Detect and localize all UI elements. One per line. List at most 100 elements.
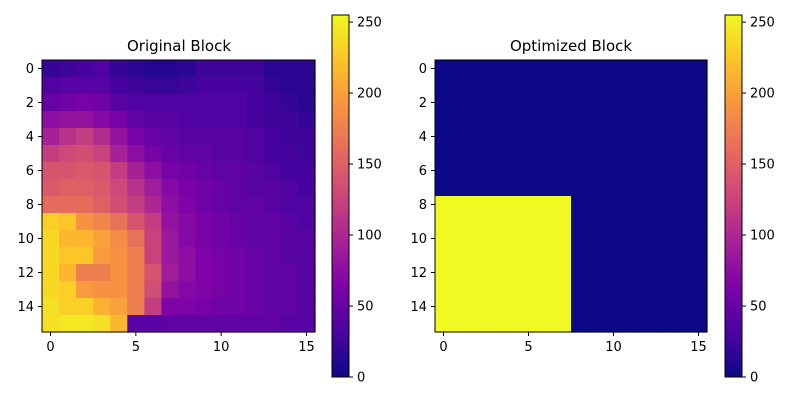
heatmap-cell-r12-c4 — [110, 264, 128, 282]
heatmap-cell-r5-c12 — [246, 145, 265, 163]
heatmap-cell-r0-c7 — [161, 60, 180, 78]
heatmap-cell-r1-c1 — [59, 77, 77, 95]
heatmap-cell-r3-c10 — [212, 111, 231, 129]
heatmap-cell-r0-c11 — [229, 60, 248, 78]
heatmap-cell-r12-c10 — [212, 264, 231, 282]
heatmap-cell-r7-c7 — [161, 179, 180, 197]
heatmap-cell-r7-c6 — [144, 179, 163, 197]
heatmap-cell-r15-c7 — [554, 315, 572, 333]
heatmap-cell-r1-c6 — [144, 77, 163, 95]
heatmap-cell-r2-c15 — [690, 94, 708, 112]
heatmap-cell-r8-c0 — [435, 196, 453, 214]
heatmap-cell-r15-c5 — [127, 315, 145, 333]
heatmap-cell-r4-c4 — [110, 128, 128, 146]
heatmap-cell-r8-c9 — [588, 196, 606, 214]
heatmap-cell-r15-c2 — [76, 315, 94, 333]
heatmap-cell-r14-c6 — [144, 298, 163, 316]
heatmap-cell-r8-c0 — [42, 196, 60, 214]
heatmap-cell-r1-c4 — [110, 77, 128, 95]
heatmap-cell-r15-c13 — [263, 315, 282, 333]
heatmap-cell-r7-c15 — [690, 179, 708, 197]
heatmap-cell-r10-c5 — [127, 230, 145, 248]
heatmap-cell-r13-c15 — [297, 281, 316, 299]
heatmap-cell-r3-c1 — [452, 111, 470, 129]
heatmap-cell-r5-c4 — [110, 145, 128, 163]
heatmap-cell-r13-c7 — [161, 281, 180, 299]
heatmap-cell-r1-c12 — [639, 77, 657, 95]
heatmap-cell-r11-c11 — [622, 247, 640, 265]
heatmap-cell-r13-c12 — [639, 281, 657, 299]
heatmap-cell-r1-c3 — [93, 77, 111, 95]
heatmap-cell-r3-c13 — [656, 111, 674, 129]
heatmap-cell-r3-c2 — [469, 111, 487, 129]
heatmap-cell-r15-c12 — [246, 315, 265, 333]
y-tick-label: 8 — [419, 198, 427, 213]
heatmap-cell-r7-c6 — [537, 179, 555, 197]
heatmap-cell-r13-c14 — [280, 281, 299, 299]
heatmap-cell-r12-c3 — [486, 264, 504, 282]
heatmap-cell-r9-c15 — [690, 213, 708, 231]
heatmap-cell-r9-c0 — [42, 213, 60, 231]
heatmap-cell-r0-c15 — [690, 60, 708, 78]
heatmap-cell-r3-c13 — [263, 111, 282, 129]
heatmap-cell-r2-c1 — [59, 94, 77, 112]
heatmap-cell-r6-c12 — [246, 162, 265, 180]
heatmap-cell-r7-c11 — [622, 179, 640, 197]
heatmap-cell-r1-c11 — [622, 77, 640, 95]
heatmap-cell-r14-c10 — [605, 298, 623, 316]
heatmap-cell-r7-c5 — [520, 179, 538, 197]
heatmap-cell-r0-c10 — [212, 60, 231, 78]
heatmap-cell-r4-c10 — [212, 128, 231, 146]
heatmap-cell-r13-c2 — [469, 281, 487, 299]
heatmap-cell-r4-c6 — [537, 128, 555, 146]
heatmap-cell-r13-c0 — [435, 281, 453, 299]
heatmap-cell-r10-c8 — [571, 230, 589, 248]
heatmap-cell-r14-c7 — [161, 298, 180, 316]
heatmap-cell-r7-c13 — [656, 179, 674, 197]
heatmap-cell-r1-c0 — [42, 77, 60, 95]
heatmap-cell-r9-c1 — [59, 213, 77, 231]
heatmap-cell-r3-c14 — [280, 111, 299, 129]
heatmap-cell-r4-c4 — [503, 128, 521, 146]
heatmap-cell-r15-c0 — [42, 315, 60, 333]
heatmap-cell-r11-c0 — [42, 247, 60, 265]
heatmap-cell-r11-c7 — [161, 247, 180, 265]
x-tick-label: 0 — [439, 340, 447, 355]
heatmap-cell-r6-c5 — [127, 162, 145, 180]
heatmap-cell-r11-c9 — [195, 247, 214, 265]
colorbar-tick-label: 0 — [357, 371, 365, 386]
heatmap-cell-r6-c1 — [452, 162, 470, 180]
heatmap-cell-r2-c14 — [673, 94, 691, 112]
heatmap-cell-r12-c4 — [503, 264, 521, 282]
colorbar: 0 50 100 150 200 250 — [331, 14, 382, 386]
heatmap-cell-r1-c15 — [690, 77, 708, 95]
heatmap-cell-r12-c1 — [452, 264, 470, 282]
x-tick-label: 10 — [605, 340, 622, 355]
y-tick-label: 12 — [410, 266, 427, 281]
heatmap-cell-r3-c9 — [588, 111, 606, 129]
heatmap-cell-r13-c11 — [622, 281, 640, 299]
heatmap-cell-r0-c13 — [656, 60, 674, 78]
heatmap-cell-r7-c1 — [59, 179, 77, 197]
heatmap-cell-r11-c15 — [297, 247, 316, 265]
heatmap-cell-r2-c3 — [486, 94, 504, 112]
heatmap-cell-r9-c10 — [605, 213, 623, 231]
heatmap-cell-r4-c15 — [690, 128, 708, 146]
heatmap-cell-r13-c4 — [503, 281, 521, 299]
heatmap-cell-r5-c6 — [144, 145, 163, 163]
heatmap-cell-r4-c1 — [59, 128, 77, 146]
heatmap-cell-r5-c7 — [161, 145, 180, 163]
heatmap-cell-r5-c2 — [76, 145, 94, 163]
heatmap-cell-r5-c14 — [673, 145, 691, 163]
heatmap-cell-r11-c3 — [486, 247, 504, 265]
heatmap-cell-r0-c5 — [127, 60, 145, 78]
heatmap-cell-r1-c5 — [127, 77, 145, 95]
x-tick-label: 15 — [298, 340, 315, 355]
plot-frame — [41, 59, 316, 333]
heatmap-cell-r8-c14 — [280, 196, 299, 214]
heatmap-cell-r8-c10 — [605, 196, 623, 214]
heatmap-cell-r9-c1 — [452, 213, 470, 231]
heatmap-cell-r12-c12 — [639, 264, 657, 282]
heatmap-cell-r13-c2 — [76, 281, 94, 299]
heatmap-cell-r8-c13 — [656, 196, 674, 214]
